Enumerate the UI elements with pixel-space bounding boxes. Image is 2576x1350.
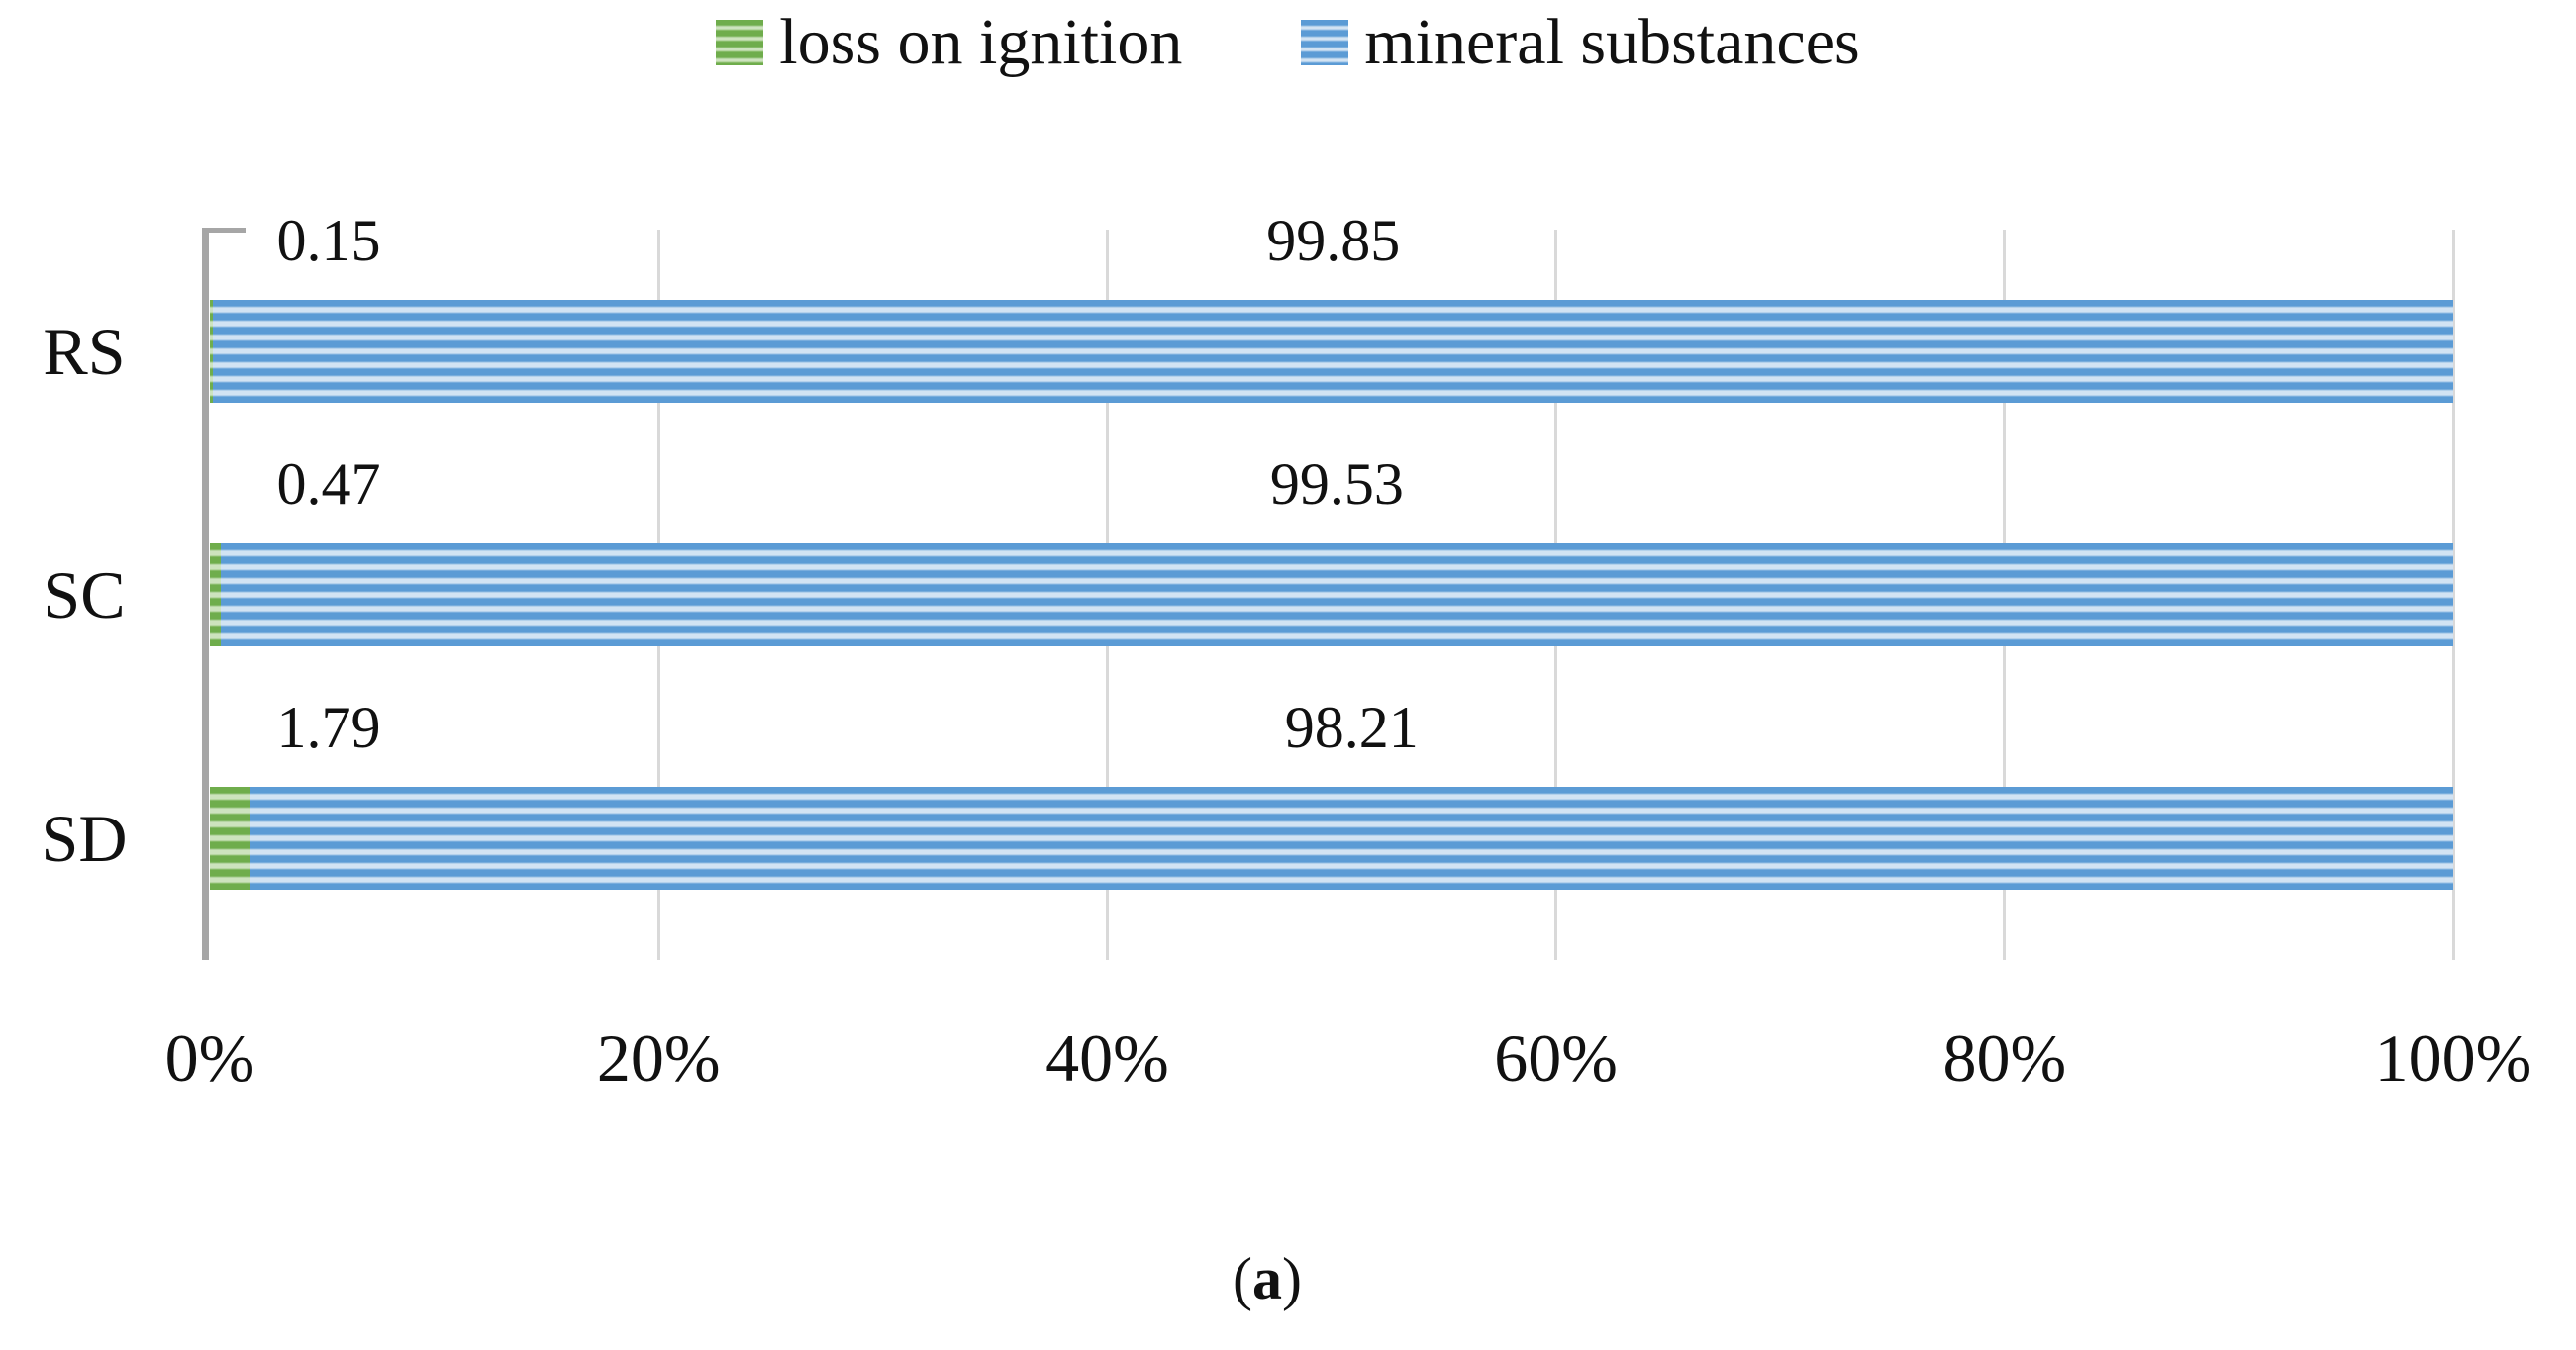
data-label-mineral-SC: 99.53 xyxy=(1269,451,1404,517)
x-tick-label-60%: 60% xyxy=(1494,1020,1618,1096)
category-label-SD: SD xyxy=(41,801,128,876)
x-tick-label-20%: 20% xyxy=(596,1020,721,1096)
category-label-RS: RS xyxy=(43,314,126,389)
bar-RS xyxy=(210,300,2453,403)
legend-item-loss-on-ignition: loss on ignition xyxy=(716,10,1182,75)
x-tick-label-100%: 100% xyxy=(2374,1020,2532,1096)
figure-caption: (a) xyxy=(0,1249,2534,1308)
data-label-loss-SD: 1.79 xyxy=(276,695,381,760)
data-label-mineral-RS: 99.85 xyxy=(1266,208,1401,273)
bar-RS-loss-on-ignition-segment xyxy=(210,300,214,403)
legend-swatch-loss-on-ignition-icon xyxy=(716,20,764,65)
x-tick-label-80%: 80% xyxy=(1942,1020,2067,1096)
y-axis-top-tick xyxy=(202,228,246,233)
gridline-100% xyxy=(2451,230,2455,960)
caption-close-paren: ) xyxy=(1282,1246,1302,1311)
y-axis-line xyxy=(202,230,209,960)
bar-SD-loss-on-ignition-segment xyxy=(210,787,250,890)
x-tick-label-40%: 40% xyxy=(1045,1020,1169,1096)
legend-label-loss-on-ignition: loss on ignition xyxy=(779,6,1183,78)
x-tick-label-0%: 0% xyxy=(164,1020,255,1096)
bar-SC-mineral-substances-segment xyxy=(220,543,2453,646)
chart-legend: loss on ignition mineral substances xyxy=(0,10,2576,75)
bar-SD-mineral-substances-segment xyxy=(249,787,2453,890)
bar-SC xyxy=(210,543,2453,646)
legend-label-mineral-substances: mineral substances xyxy=(1364,6,1860,78)
legend-swatch-mineral-substances-icon xyxy=(1301,20,1349,65)
caption-open-paren: ( xyxy=(1233,1246,1252,1311)
data-label-loss-RS: 0.15 xyxy=(276,208,381,273)
bar-SC-loss-on-ignition-segment xyxy=(210,543,221,646)
data-label-loss-SC: 0.47 xyxy=(276,451,381,517)
category-label-SC: SC xyxy=(43,557,126,632)
caption-letter: a xyxy=(1252,1246,1282,1311)
legend-item-mineral-substances: mineral substances xyxy=(1301,6,1860,78)
bar-SD xyxy=(210,787,2453,890)
data-label-mineral-SD: 98.21 xyxy=(1284,695,1419,760)
bar-RS-mineral-substances-segment xyxy=(213,300,2453,403)
